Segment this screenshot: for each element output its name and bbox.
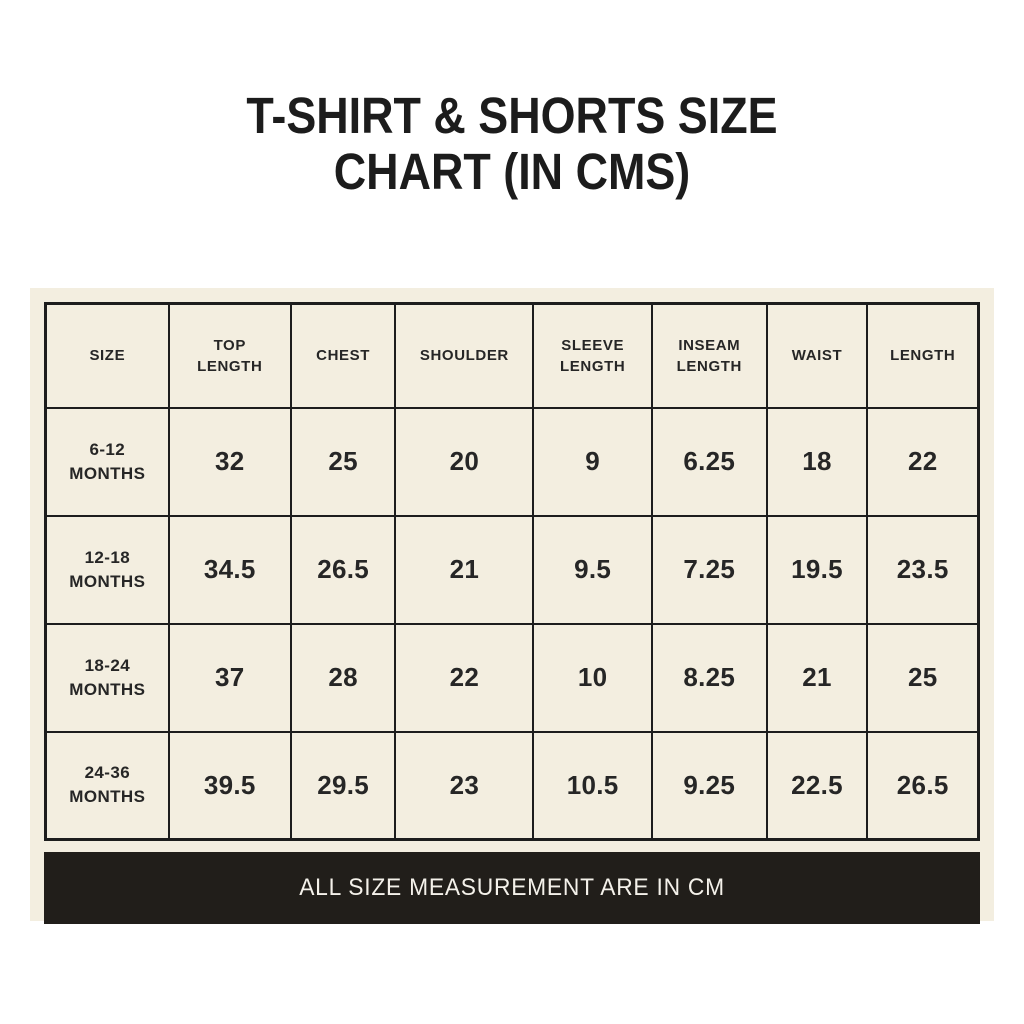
cell-waist: 22.5: [765, 730, 869, 841]
column-header-sleeve-length: SLEEVE LENGTH: [532, 302, 653, 409]
size-chart-table: SIZE TOP LENGTH CHEST SHOULDER SLEEVE LE…: [44, 302, 980, 841]
cell-sleeve-length: 10: [532, 622, 653, 733]
column-header-size: SIZE: [44, 302, 170, 409]
row-label: 24-36 MONTHS: [44, 730, 170, 841]
cell-top-length: 34.5: [167, 514, 292, 625]
cell-inseam-length: 9.25: [650, 730, 768, 841]
cell-shoulder: 20: [394, 406, 535, 517]
column-header-shoulder: SHOULDER: [394, 302, 535, 409]
row-label: 6-12 MONTHS: [44, 406, 170, 517]
cell-chest: 28: [289, 622, 397, 733]
cell-length: 22: [866, 406, 980, 517]
table-row-24-36-months: 24-36 MONTHS 39.5 29.5 23 10.5 9.25 22.5…: [44, 730, 980, 841]
column-header-inseam-length: INSEAM LENGTH: [650, 302, 768, 409]
cell-top-length: 39.5: [167, 730, 292, 841]
cell-inseam-length: 6.25: [650, 406, 768, 517]
cell-shoulder: 22: [394, 622, 535, 733]
cell-sleeve-length: 10.5: [532, 730, 653, 841]
column-header-length: LENGTH: [866, 302, 980, 409]
header-row: SIZE TOP LENGTH CHEST SHOULDER SLEEVE LE…: [44, 302, 980, 409]
table-row-18-24-months: 18-24 MONTHS 37 28 22 10 8.25 21 25: [44, 622, 980, 733]
column-header-waist: WAIST: [765, 302, 869, 409]
table-row-6-12-months: 6-12 MONTHS 32 25 20 9 6.25 18 22: [44, 406, 980, 517]
cell-length: 23.5: [866, 514, 980, 625]
column-header-chest: CHEST: [289, 302, 397, 409]
row-label: 12-18 MONTHS: [44, 514, 170, 625]
measurement-note: ALL SIZE MEASUREMENT ARE IN CM: [299, 874, 725, 901]
cell-top-length: 32: [167, 406, 292, 517]
size-chart-panel: SIZE TOP LENGTH CHEST SHOULDER SLEEVE LE…: [30, 288, 994, 924]
cell-chest: 26.5: [289, 514, 397, 625]
row-label: 18-24 MONTHS: [44, 622, 170, 733]
cell-waist: 19.5: [765, 514, 869, 625]
cell-inseam-length: 7.25: [650, 514, 768, 625]
measurement-note-bar: ALL SIZE MEASUREMENT ARE IN CM: [44, 852, 980, 924]
cell-chest: 25: [289, 406, 397, 517]
cell-top-length: 37: [167, 622, 292, 733]
cell-shoulder: 21: [394, 514, 535, 625]
cell-waist: 18: [765, 406, 869, 517]
cell-length: 26.5: [866, 730, 980, 841]
page-title: T-SHIRT & SHORTS SIZE CHART (IN CMS): [246, 87, 778, 200]
cell-sleeve-length: 9.5: [532, 514, 653, 625]
table-row-12-18-months: 12-18 MONTHS 34.5 26.5 21 9.5 7.25 19.5 …: [44, 514, 980, 625]
cell-shoulder: 23: [394, 730, 535, 841]
cell-chest: 29.5: [289, 730, 397, 841]
cell-length: 25: [866, 622, 980, 733]
cell-waist: 21: [765, 622, 869, 733]
cell-sleeve-length: 9: [532, 406, 653, 517]
cell-inseam-length: 8.25: [650, 622, 768, 733]
column-header-top-length: TOP LENGTH: [167, 302, 292, 409]
